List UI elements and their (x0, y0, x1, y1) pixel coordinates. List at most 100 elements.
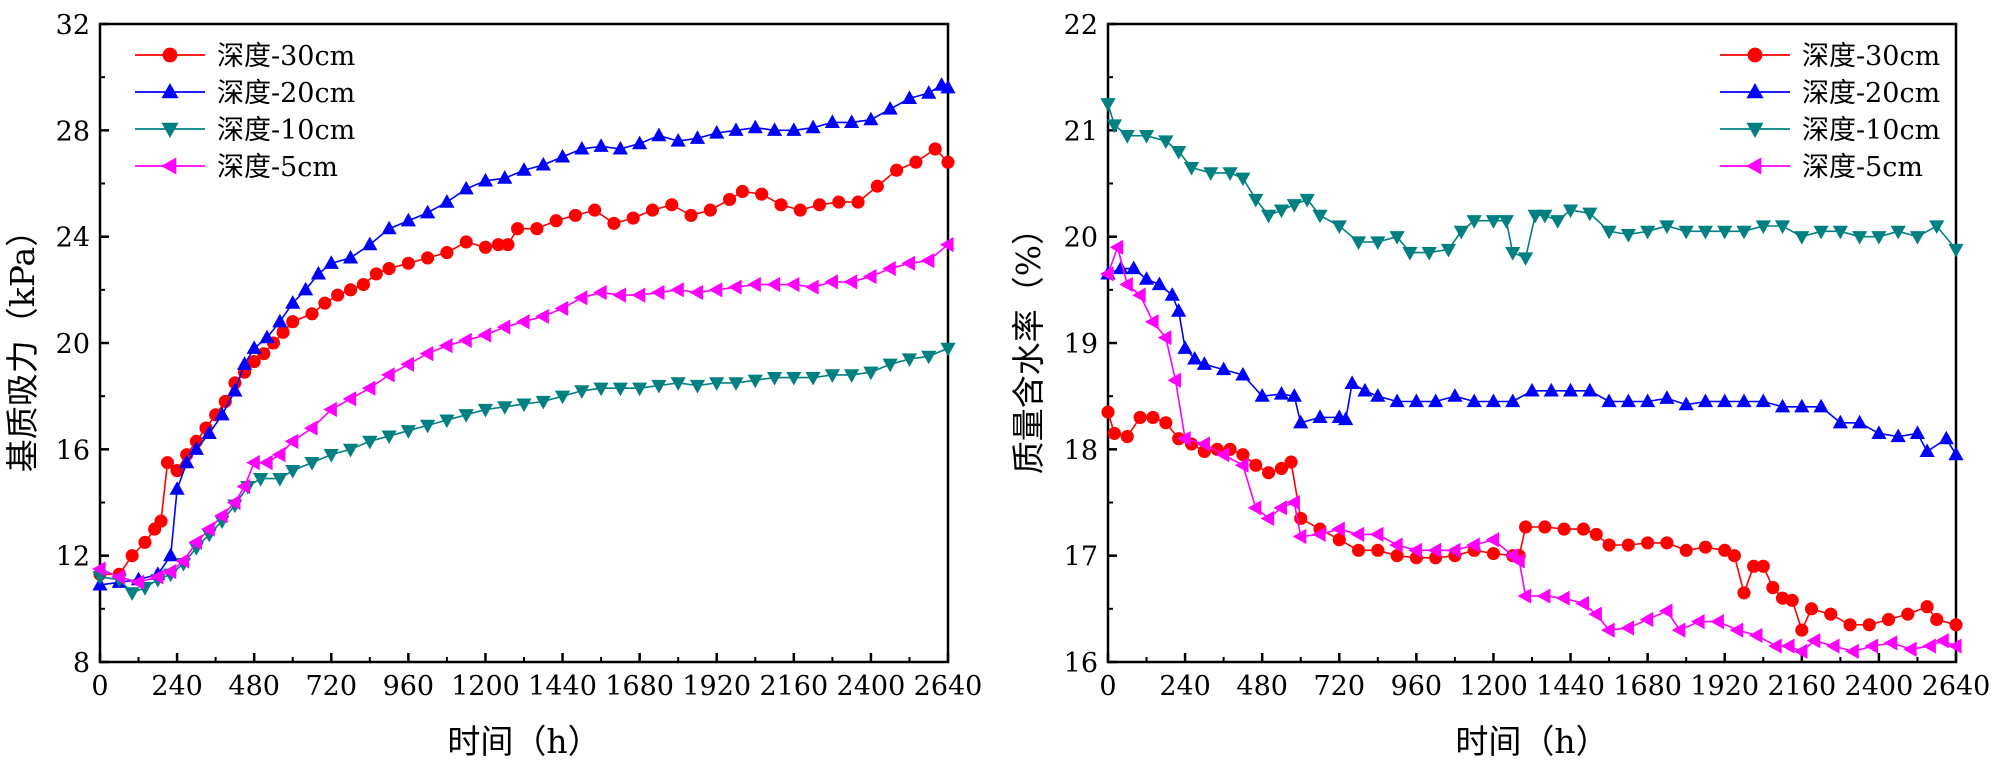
data-point (1273, 204, 1290, 219)
data-point (1260, 510, 1275, 527)
data-point (362, 435, 378, 450)
data-point (882, 358, 898, 373)
data-point (1890, 225, 1906, 240)
data-point (381, 367, 395, 383)
data-point (1556, 590, 1570, 606)
data-point (419, 346, 434, 362)
data-point (439, 194, 455, 208)
data-point (588, 203, 602, 217)
data-point (1440, 243, 1457, 258)
data-point (162, 564, 177, 580)
data-point (1196, 356, 1212, 370)
x-tick-label: 1680 (1613, 671, 1682, 702)
data-point (1389, 537, 1403, 553)
data-point (650, 284, 665, 301)
data-point (188, 534, 202, 550)
data-point (1171, 146, 1187, 160)
data-point (163, 547, 179, 562)
data-point (1575, 595, 1589, 612)
data-point (1126, 260, 1142, 275)
legend-label: 深度-5cm (1802, 152, 1923, 183)
data-point (785, 276, 800, 293)
series-line (1107, 267, 1957, 456)
data-point (689, 379, 706, 394)
data-point (1350, 526, 1365, 542)
data-point (574, 140, 590, 155)
series-3 (1100, 239, 1962, 659)
data-point (1794, 398, 1810, 413)
data-point (1697, 225, 1714, 240)
data-point (1659, 390, 1675, 404)
data-point (477, 403, 494, 418)
data-point (175, 553, 190, 569)
data-point (1658, 603, 1673, 619)
data-point (1486, 546, 1501, 561)
data-point (1901, 607, 1915, 621)
data-point (1813, 398, 1829, 413)
data-point (285, 295, 301, 309)
data-point (1505, 247, 1521, 261)
data-point (805, 371, 821, 386)
data-point (516, 314, 530, 330)
data-point (1196, 436, 1210, 452)
data-point (670, 377, 686, 391)
data-point (535, 156, 551, 171)
right-chart-moisture-content: 0 240 480 720 960 1200 1440 1680 1920 2160 2400 264… (1009, 10, 1990, 761)
data-point (323, 449, 339, 463)
data-point (535, 308, 549, 325)
data-point (1747, 559, 1761, 573)
data-point (1766, 581, 1780, 595)
data-point (735, 184, 749, 199)
data-point (1183, 161, 1200, 176)
data-point (1286, 388, 1302, 402)
data-point (593, 284, 607, 301)
x-tick-label: 1440 (1536, 671, 1605, 702)
data-point (1485, 393, 1502, 408)
data-point (226, 494, 241, 511)
x-tick-label: 1200 (1459, 671, 1528, 702)
data-point (689, 130, 706, 144)
data-point (1550, 215, 1566, 229)
data-point (870, 179, 884, 193)
y-tick-label: 21 (1064, 116, 1098, 147)
data-point (844, 114, 860, 128)
data-point (747, 119, 763, 134)
data-point (218, 394, 232, 409)
data-point (259, 329, 275, 344)
data-point (1312, 526, 1326, 542)
data-point (1466, 393, 1482, 408)
data-point (1164, 287, 1180, 301)
data-point (568, 208, 582, 222)
legend-label: 深度-20cm (1802, 78, 1940, 109)
y-tick-label: 16 (56, 435, 90, 466)
data-point (1948, 638, 1962, 654)
data-point (1151, 276, 1167, 291)
data-point (1588, 606, 1602, 622)
data-point (670, 282, 684, 298)
data-point (1824, 607, 1838, 621)
data-point (1428, 393, 1444, 408)
data-point (496, 319, 511, 335)
data-point (257, 347, 271, 361)
data-point (1447, 388, 1463, 402)
data-point (882, 260, 896, 277)
data-point (626, 211, 640, 225)
data-point (1427, 542, 1442, 558)
data-point (1299, 193, 1315, 208)
y-tick-label: 32 (56, 10, 90, 41)
data-point (1177, 340, 1193, 354)
data-point (1832, 225, 1848, 240)
data-point (1659, 220, 1675, 235)
data-point (247, 355, 261, 369)
data-point (459, 235, 473, 249)
series-2 (92, 342, 956, 601)
legend-marker (1746, 157, 1762, 175)
data-point (549, 214, 563, 228)
data-point (1286, 494, 1300, 511)
data-point (805, 119, 821, 134)
data-point (1146, 410, 1160, 424)
data-point (477, 172, 494, 187)
data-point (1589, 527, 1603, 541)
data-point (124, 587, 140, 601)
data-point (1813, 225, 1829, 240)
